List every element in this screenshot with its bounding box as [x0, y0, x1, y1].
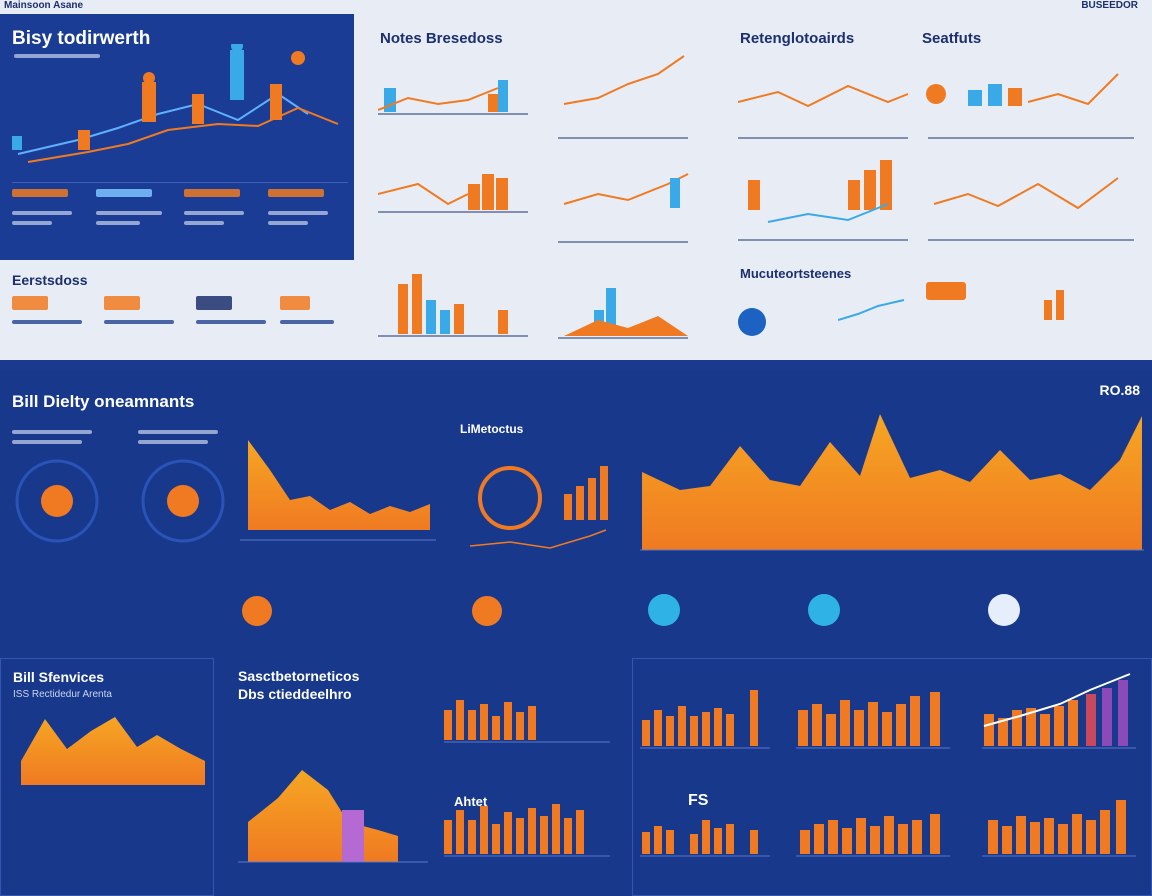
panel-bottom-center: Sasctbetorneticos Dbs ctieddeelhro: [230, 658, 430, 894]
panel-title-a: Retenglotoairds: [740, 30, 855, 47]
panel-title: Mucuteortsteenes: [740, 266, 852, 281]
panel-subtitle: ISS Rectidedur Arenta: [13, 689, 112, 700]
panel-bottom-left: Bill Sfenvices ISS Rectidedur Arenta: [0, 658, 214, 896]
stat-icon-2: [472, 596, 502, 626]
gauge-line-chart: [469, 466, 608, 549]
panel-title-b: Seatfuts: [922, 30, 982, 47]
stat-2: [104, 296, 184, 324]
charts-grid: [378, 55, 689, 339]
mountain-chart: [238, 770, 428, 863]
icon-row: [12, 590, 1142, 650]
stat-3: [196, 296, 276, 324]
kpi-4: [268, 189, 348, 225]
kpi-1: [12, 189, 92, 225]
bar-chart-bottom-1: [444, 700, 610, 857]
header-right-label: BUSEEDOR: [1081, 0, 1138, 11]
mini-bars: [1044, 290, 1064, 320]
panel-mid-left: Eerstsdoss: [0, 260, 354, 360]
kpi-orange: [926, 282, 966, 300]
chart-subtitle: LiMetoctus: [460, 422, 524, 436]
panel-title: Eerstsdoss: [12, 272, 88, 288]
charts-grid: [738, 73, 1134, 241]
panel-title-2: Dbs ctieddeelhro: [238, 686, 352, 702]
section-title: Bill Dielty oneamnants: [12, 392, 195, 411]
area-chart-large: [640, 414, 1144, 551]
kpi-2: [96, 189, 176, 225]
area-chart-small: [240, 440, 436, 541]
stat-icon-3: [648, 594, 680, 626]
stat-icon-1: [242, 596, 272, 626]
panel-mid-right: Mucuteortsteenes: [714, 250, 1152, 360]
top-header: Mainsoon Asane BUSEEDOR: [0, 0, 1152, 14]
panel-title: Notes Bresedoss: [380, 30, 503, 47]
panel-top-left: Bisy todirwerth: [0, 14, 354, 260]
kpi-3: [184, 189, 264, 225]
panel-top-center: Notes Bresedoss: [354, 14, 714, 360]
stat-row: [12, 296, 342, 352]
dark-section: Bill Dielty oneamnants RO.88 LiMetoctus: [0, 370, 1152, 896]
header-left-label: Mainsoon Asane: [4, 0, 84, 11]
people-illustration: [12, 44, 339, 163]
area-chart: [21, 717, 205, 785]
kpi-row: [12, 182, 348, 253]
corner-value: RO.88: [1099, 382, 1140, 398]
stat-1: [12, 296, 92, 324]
donut-chart-1: [15, 459, 99, 543]
stat-4: [280, 296, 342, 324]
chart-label: Ahtet: [454, 794, 488, 809]
info-badge: [738, 308, 766, 336]
panel-title-1: Sasctbetorneticos: [238, 668, 360, 684]
donut-chart-2: [141, 459, 225, 543]
donut-card-2: [138, 430, 242, 560]
bar-chart-grid: [640, 673, 1136, 857]
donut-card-1: [12, 430, 116, 560]
chart-label-2: FS: [688, 792, 709, 809]
stat-icon-4: [808, 594, 840, 626]
panel-title: Bill Sfenvices: [13, 669, 105, 685]
subtitle-line: [14, 54, 100, 58]
mini-line-chart: [838, 299, 905, 321]
stat-icon-5: [988, 594, 1020, 626]
panel-title: Bisy todirwerth: [12, 28, 151, 49]
